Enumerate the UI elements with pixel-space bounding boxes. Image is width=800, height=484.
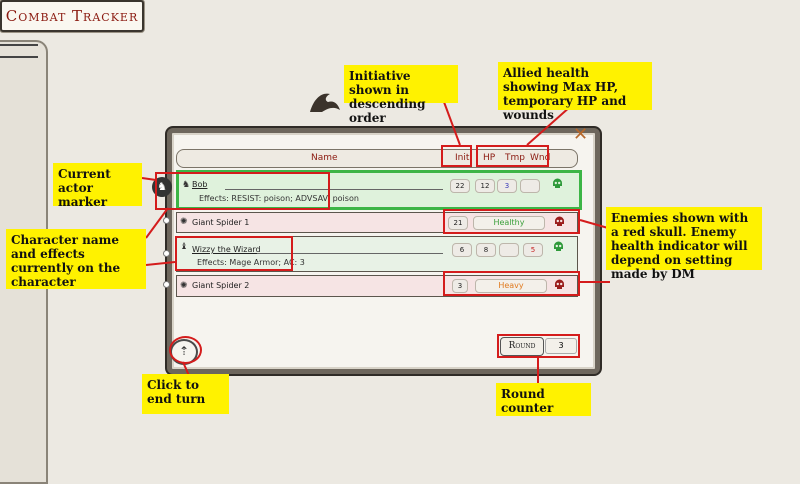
row-name[interactable]: Bob	[192, 180, 208, 189]
highlight-enemy-1	[443, 209, 580, 234]
wnd-value[interactable]	[520, 179, 540, 193]
callout-allied-health: Allied health showing Max HP, temporary …	[498, 62, 652, 122]
table-row[interactable]: ✺ Giant Spider 1 21 Healthy	[176, 212, 578, 233]
callout-character-name: Character name and effects currently on …	[6, 229, 146, 289]
current-actor-marker-icon[interactable]: ♞	[152, 177, 172, 197]
health-status: Heavy	[475, 279, 547, 293]
table-row[interactable]: ♝ Wizzy the Wizard Effects: Mage Armor; …	[176, 236, 578, 272]
init-value[interactable]: 21	[448, 216, 468, 230]
skull-icon	[555, 216, 564, 226]
highlight-end-turn	[169, 336, 202, 364]
spider-token-icon: ✺	[180, 217, 188, 227]
row-name[interactable]: Giant Spider 1	[192, 218, 250, 227]
row-name[interactable]: Wizzy the Wizard	[192, 245, 261, 254]
character-token-icon: ♝	[180, 242, 189, 252]
callout-round-counter: Round counter	[496, 383, 591, 416]
name-underline	[257, 253, 443, 254]
tmp-value[interactable]	[499, 243, 519, 257]
col-init: Init	[455, 153, 470, 163]
row-dot[interactable]	[163, 217, 170, 224]
callout-initiative: Initiative shown in descending order	[344, 65, 458, 125]
skull-icon	[554, 241, 563, 251]
highlight-name-effects-2	[175, 236, 293, 271]
spider-token-icon: ✺	[180, 281, 188, 291]
highlight-init	[441, 145, 472, 167]
col-hp: HP	[483, 153, 496, 163]
window-title: Combat Tracker	[0, 0, 144, 32]
row-effects: Effects: RESIST: poison; ADVSAV: poison	[199, 194, 359, 203]
close-icon[interactable]: ✕	[573, 124, 589, 145]
highlight-enemy-2	[443, 271, 580, 296]
highlight-round	[497, 334, 580, 358]
sidebar-lines	[0, 44, 38, 58]
callout-end-turn: Click to end turn	[142, 374, 229, 414]
col-name: Name	[311, 153, 338, 163]
highlight-name-effects	[155, 172, 330, 210]
row-dot[interactable]	[163, 281, 170, 288]
round-label: Round	[500, 337, 544, 356]
callout-current-actor: Current actor marker	[53, 163, 142, 209]
skull-icon	[555, 279, 564, 289]
wnd-value[interactable]: 5	[523, 243, 543, 257]
callout-enemies: Enemies shown with a red skull. Enemy he…	[606, 207, 762, 281]
table-row[interactable]: ♞ Bob Effects: RESIST: poison; ADVSAV: p…	[176, 170, 582, 210]
character-token-icon: ♞	[182, 180, 191, 190]
table-row[interactable]: ✺ Giant Spider 2 3 Heavy	[176, 275, 578, 297]
row-name[interactable]: Giant Spider 2	[192, 281, 250, 290]
tmp-value[interactable]: 3	[497, 179, 517, 193]
col-tmp: Tmp	[505, 153, 525, 163]
skull-icon	[553, 178, 562, 188]
row-effects: Effects: Mage Armor; AC: 3	[197, 258, 305, 267]
highlight-health-cols	[476, 145, 549, 167]
hp-value[interactable]: 12	[475, 179, 495, 193]
health-status: Healthy	[473, 216, 545, 230]
col-wnd: Wnd	[530, 153, 551, 163]
name-underline	[225, 189, 443, 190]
dragon-ornament-icon	[310, 93, 340, 112]
init-value[interactable]: 22	[450, 179, 470, 193]
hp-value[interactable]: 8	[476, 243, 496, 257]
init-value[interactable]: 6	[452, 243, 472, 257]
init-value[interactable]: 3	[452, 279, 468, 293]
round-value[interactable]: 3	[545, 338, 577, 354]
row-dot[interactable]	[163, 250, 170, 257]
